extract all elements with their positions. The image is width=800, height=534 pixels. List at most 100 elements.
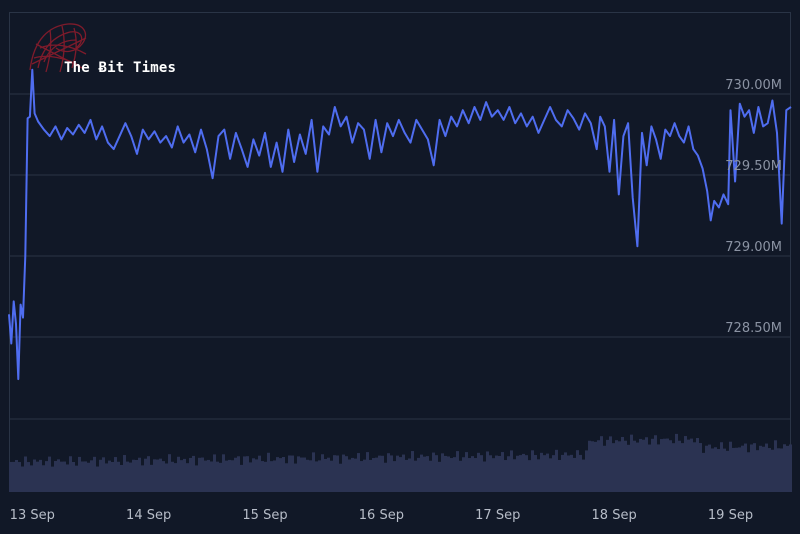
volume-bar xyxy=(186,463,189,492)
volume-bar xyxy=(561,454,564,492)
volume-bar xyxy=(537,459,540,492)
volume-bar xyxy=(459,460,462,492)
volume-bar xyxy=(579,454,582,492)
volume-bar xyxy=(570,454,573,492)
volume-bar xyxy=(84,461,87,492)
volume-bar xyxy=(501,452,504,492)
volume-bar xyxy=(102,457,105,492)
volume-bar xyxy=(354,458,357,492)
volume-bar xyxy=(465,452,468,492)
volume-bar xyxy=(339,463,342,492)
volume-bar xyxy=(276,457,279,492)
volume-bar xyxy=(54,460,57,492)
volume-bar xyxy=(384,462,387,492)
grid-lines xyxy=(9,93,791,420)
volume-bar xyxy=(399,457,402,492)
volume-bar xyxy=(381,455,384,492)
volume-bar xyxy=(198,457,201,492)
volume-bar xyxy=(546,453,549,492)
volume-bar xyxy=(87,462,90,492)
volume-bar xyxy=(735,447,738,492)
volume-bar xyxy=(606,439,609,492)
x-tick-label: 18 Sep xyxy=(592,508,637,523)
volume-bar xyxy=(78,456,81,492)
volume-bar xyxy=(267,452,270,492)
volume-bar xyxy=(291,455,294,492)
volume-bar xyxy=(642,439,645,492)
volume-bar xyxy=(627,444,630,492)
volume-bar xyxy=(375,457,378,492)
volume-bar xyxy=(747,452,750,492)
volume-bar xyxy=(132,459,135,492)
volume-bar xyxy=(435,455,438,492)
volume-bar xyxy=(444,455,447,492)
volume-bar xyxy=(663,438,666,492)
volume-bar xyxy=(630,434,633,492)
volume-bar xyxy=(531,450,534,492)
volume-bar xyxy=(360,461,363,492)
volume-bar xyxy=(351,457,354,492)
volume-bar xyxy=(672,443,675,492)
volume-bar xyxy=(507,456,510,492)
volume-bar xyxy=(210,461,213,492)
volume-bar xyxy=(273,460,276,492)
volume-bar xyxy=(783,444,786,492)
volume-bar xyxy=(408,458,411,492)
volume-bar xyxy=(216,461,219,492)
volume-bar xyxy=(708,444,711,492)
volume-bar xyxy=(576,450,579,492)
volume-bar xyxy=(717,449,720,492)
volume-bar xyxy=(138,457,141,492)
volume-bar xyxy=(345,456,348,492)
volume-bar xyxy=(567,455,570,492)
volume-bar xyxy=(207,459,210,492)
volume-bar xyxy=(573,457,576,492)
volume-bar xyxy=(648,444,651,492)
volume-bar xyxy=(690,438,693,492)
volume-bar xyxy=(480,455,483,492)
volume-bar xyxy=(252,458,255,492)
volume-bar xyxy=(468,458,471,492)
volume-bar xyxy=(264,461,267,492)
volume-bar xyxy=(45,461,48,492)
volume-bar xyxy=(702,452,705,492)
volume-bar xyxy=(270,461,273,492)
volume-bar xyxy=(660,439,663,492)
volume-bar xyxy=(651,438,654,492)
volume-bar xyxy=(246,456,249,492)
volume-bar xyxy=(582,459,585,492)
volume-bar xyxy=(63,461,66,492)
volume-bar xyxy=(195,465,198,492)
volume-bar xyxy=(282,456,285,492)
volume-bar xyxy=(135,459,138,492)
volume-bar xyxy=(315,461,318,492)
volume-bar xyxy=(390,455,393,492)
volume-bar xyxy=(756,450,759,492)
volume-bar xyxy=(639,438,642,492)
volume-bar xyxy=(477,452,480,492)
volume-bar xyxy=(366,452,369,492)
volume-bar xyxy=(771,449,774,492)
volume-bar xyxy=(321,454,324,492)
volume-bar xyxy=(48,456,51,492)
volume-bar xyxy=(441,453,444,492)
volume-bar xyxy=(588,440,591,492)
volume-bar xyxy=(372,458,375,492)
volume-bar xyxy=(393,461,396,492)
volume-bar xyxy=(201,457,204,492)
volume-bar xyxy=(540,452,543,492)
volume-bar xyxy=(51,466,54,492)
volume-bar xyxy=(222,454,225,492)
volume-bar xyxy=(171,461,174,492)
volume-bar xyxy=(363,459,366,492)
volume-bar xyxy=(453,457,456,492)
volume-bar xyxy=(498,455,501,492)
volume-bar xyxy=(192,455,195,492)
volume-bar xyxy=(36,461,39,492)
volume-bar xyxy=(213,454,216,492)
volume-bar xyxy=(492,458,495,492)
volume-bar xyxy=(144,458,147,492)
volume-bar xyxy=(165,463,168,492)
volume-bar xyxy=(312,452,315,492)
